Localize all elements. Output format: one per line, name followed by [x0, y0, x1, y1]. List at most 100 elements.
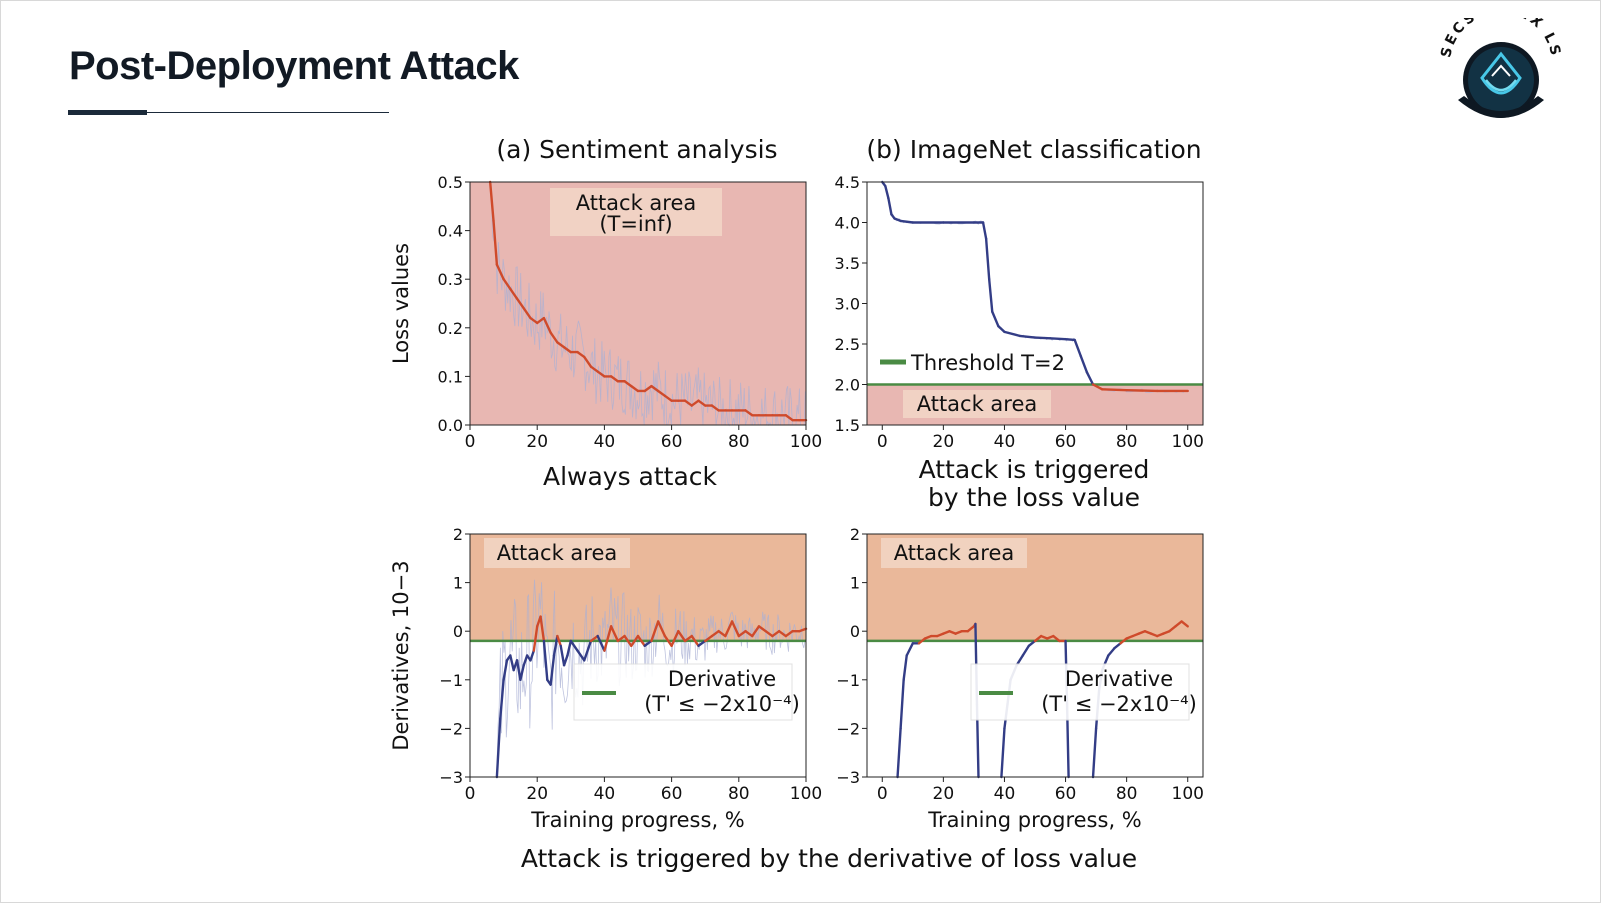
noise-trace [489, 182, 806, 427]
x-tick-label: 40 [594, 432, 616, 452]
legend-threshold-label: (T' ≤ −2x10⁻⁴) [644, 692, 800, 716]
series-segment [764, 630, 774, 638]
x-tick-label: 80 [1116, 432, 1138, 452]
series-segment [509, 654, 515, 672]
series-segment [502, 278, 512, 291]
x-tick-label: 20 [526, 432, 548, 452]
series-segment [1180, 620, 1189, 628]
series-segment [744, 630, 754, 638]
series-segment [784, 414, 794, 422]
series-segment [1064, 337, 1076, 342]
panel-b-subcaption-line1: Attack is triggered [919, 455, 1150, 484]
x-tick-label: 20 [526, 784, 548, 804]
series-segment [777, 630, 788, 638]
series-segment [798, 627, 808, 633]
attack-area-label: Attack area [917, 392, 1038, 416]
series-segment [559, 644, 566, 667]
y-tick-label: −3 [439, 768, 463, 787]
series-segment [697, 639, 707, 647]
series-segment [690, 399, 700, 407]
series-segment [522, 307, 532, 320]
series-segment [677, 630, 687, 643]
annotation-box [550, 188, 722, 236]
series-segment [997, 324, 1006, 334]
series-segment [744, 409, 754, 417]
y-tick-label: 2.5 [835, 335, 860, 354]
series-segment [757, 625, 767, 633]
panel-b-subcaption-line2: by the loss value [928, 483, 1140, 512]
x-tick-label: 0 [877, 432, 888, 452]
series-segment [1021, 644, 1031, 657]
annotation-box [881, 538, 1027, 568]
series-segment [899, 219, 915, 224]
x-tick-label: 20 [933, 784, 955, 804]
series-segment [656, 620, 667, 638]
series-segment [630, 384, 640, 393]
x-tick-label: 80 [728, 432, 750, 452]
series-segment [583, 355, 593, 368]
series-segment [1113, 642, 1122, 650]
title-underline [68, 112, 389, 113]
series-segment [488, 180, 495, 223]
plot-frame [866, 533, 1204, 778]
series-segment [683, 399, 693, 407]
series-segment [542, 316, 552, 334]
y-tick-label: 4.0 [835, 214, 860, 233]
series-segment [1049, 337, 1067, 341]
series-segment [1100, 388, 1128, 392]
x-tick-label: 0 [877, 784, 888, 804]
series-segment [704, 634, 714, 643]
attack-area-label: Attack area [497, 541, 618, 565]
y-tick-label: −1 [836, 671, 860, 690]
series-segment [670, 630, 680, 647]
series-segment [751, 625, 761, 638]
series-segment [556, 634, 562, 647]
series-segment [576, 649, 586, 662]
attack-area-threshold-label: (T=inf) [599, 212, 672, 236]
panel-b-title: (b) ImageNet classification [866, 135, 1201, 164]
series-segment [1027, 639, 1037, 647]
series-segment [1119, 637, 1128, 645]
series-segment [650, 620, 660, 643]
x-axis-label: Training progress, % [927, 808, 1142, 832]
series-segment [522, 654, 529, 667]
x-tick-label: 40 [994, 432, 1016, 452]
series-segment [899, 678, 905, 730]
chart-panel-top-left: 0 20 40 60 80 100 0.0 0.1 0.2 0.3 0.4 0.5 Loss value… [389, 173, 822, 452]
series-segment [502, 659, 509, 681]
y-tick-label: 1 [850, 574, 860, 593]
x-tick-label: 20 [933, 432, 955, 452]
series-segment [529, 649, 536, 662]
x-tick-label: 40 [594, 784, 616, 804]
series-segment [589, 634, 599, 643]
y-tick-label: 4.5 [835, 173, 860, 192]
panel-a-subcaption: Always attack [543, 462, 718, 491]
series-segment [603, 625, 613, 652]
brand-logo: SECSURENX LS [1438, 18, 1561, 118]
series-segment [887, 196, 893, 216]
series-segment [896, 727, 902, 779]
x-tick-label: 100 [790, 784, 822, 804]
series-segment [984, 237, 991, 281]
series-segment [562, 654, 569, 667]
series-segment [609, 625, 620, 643]
series-segment [630, 634, 640, 647]
series-segment [636, 634, 646, 647]
y-tick-label: 1 [453, 574, 463, 593]
y-tick-label: 3.0 [835, 295, 860, 314]
x-tick-label: 100 [790, 432, 822, 452]
series-segment [1125, 388, 1159, 393]
y-tick-label: −2 [836, 719, 860, 738]
panel-a-title: (a) Sentiment analysis [496, 135, 777, 164]
series-segment [656, 389, 667, 398]
plot-frame [469, 533, 807, 778]
series-segment [566, 639, 572, 657]
x-tick-label: 60 [661, 784, 683, 804]
x-tick-label: 100 [1172, 432, 1204, 452]
series-segment [519, 664, 525, 681]
series-segment [1033, 634, 1043, 643]
series-segment [917, 637, 927, 645]
series-segment [552, 634, 559, 657]
series-segment [495, 717, 502, 779]
y-axis-label: Derivatives, 10−3 [389, 560, 413, 750]
